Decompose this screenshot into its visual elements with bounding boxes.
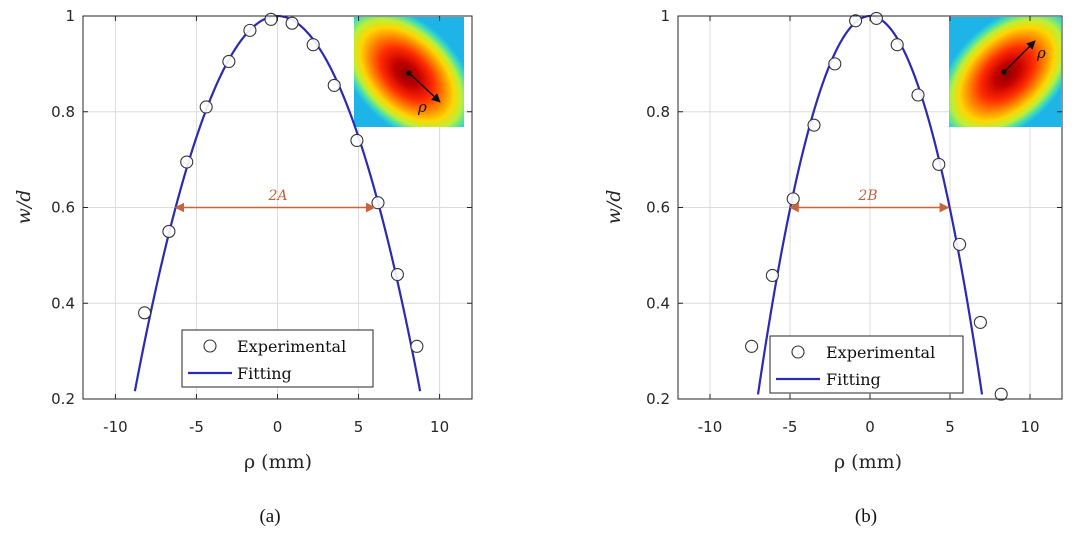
legend-b: Experimental Fitting (769, 335, 964, 394)
x-tick-label-0: -10 (103, 418, 128, 436)
ticks-a: -10 -5 0 5 10 0.2 0.4 0.6 0.8 1 (51, 7, 472, 436)
data-point-b-10 (953, 237, 967, 251)
data-point-a-8 (306, 38, 320, 52)
legend-box-b (769, 335, 964, 394)
data-point-b-12 (994, 387, 1008, 401)
inset-center-dot-b (1001, 69, 1007, 75)
x-tick-label-1: -5 (189, 418, 204, 436)
legend-marker-experimental-a (203, 339, 217, 353)
data-point-b-7 (890, 38, 904, 52)
data-point-b-2 (786, 192, 800, 206)
data-point-a-9 (327, 78, 341, 92)
x-axis-label-a: ρ (mm) (244, 451, 312, 473)
y-tick-label-3: 0.8 (646, 103, 670, 121)
y-axis-label-a: w/d (13, 190, 35, 225)
data-point-a-10 (350, 133, 364, 148)
experimental-points-a (138, 12, 424, 353)
panel-caption-a: (a) (259, 506, 280, 527)
y-tick-label-0: 0.2 (51, 390, 75, 408)
legend-label-experimental-b: Experimental (826, 343, 935, 362)
legend-a: Experimental Fitting (181, 329, 374, 388)
data-point-a-0 (138, 306, 152, 320)
data-point-a-2 (180, 155, 194, 169)
data-point-b-8 (911, 88, 925, 102)
x-tick-label-1: -5 (783, 418, 798, 436)
x-tick-label-4: 10 (430, 418, 449, 436)
legend-box-a (181, 329, 374, 388)
x-axis-label-b: ρ (mm) (834, 451, 902, 473)
y-tick-label-2: 0.6 (646, 199, 670, 217)
data-point-a-7 (285, 16, 299, 30)
y-axis-label-b: w/d (603, 190, 625, 225)
experimental-points-b (745, 11, 1008, 401)
data-point-a-5 (243, 23, 257, 37)
data-point-a-13 (410, 339, 424, 353)
y-tick-label-1: 0.4 (51, 294, 75, 312)
annotation-2a: 2A (174, 188, 376, 213)
data-point-b-6 (869, 11, 883, 25)
data-point-b-11 (973, 315, 987, 329)
y-tick-label-0: 0.2 (646, 390, 670, 408)
inset-label-b: ρ (1036, 44, 1046, 62)
data-point-b-4 (828, 57, 842, 71)
y-tick-label-1: 0.4 (646, 294, 670, 312)
annotation-label-b: 2B (857, 188, 877, 204)
x-tick-label-2: 0 (273, 418, 283, 436)
data-point-a-6 (264, 12, 278, 26)
x-tick-label-0: -10 (698, 418, 723, 436)
y-tick-label-4: 1 (660, 7, 670, 25)
panel-caption-b: (b) (855, 506, 877, 527)
data-point-b-3 (807, 118, 821, 132)
legend-label-experimental-a: Experimental (237, 337, 346, 356)
data-point-a-12 (390, 267, 404, 282)
data-point-b-1 (765, 268, 779, 283)
data-point-b-5 (849, 14, 863, 28)
legend-marker-experimental-b (791, 345, 805, 359)
inset-label-a: ρ (417, 98, 427, 116)
x-tick-label-4: 10 (1020, 418, 1039, 436)
x-tick-label-3: 5 (945, 418, 955, 436)
inset-heatmap-b: ρ (949, 17, 1061, 127)
data-point-a-3 (199, 100, 213, 114)
ticks-b: -10 -5 0 5 10 0.2 0.4 0.6 0.8 1 (646, 7, 1062, 436)
legend-label-fitting-a: Fitting (237, 364, 292, 383)
inset-center-dot-a (406, 70, 412, 76)
y-tick-label-3: 0.8 (51, 103, 75, 121)
y-tick-label-2: 0.6 (51, 199, 75, 217)
panel-b: ρ 2B -10 -5 0 5 10 0.2 0.4 0.6 0.8 1 Experimental… (603, 7, 1063, 527)
inset-heatmap-a: ρ (354, 17, 464, 127)
x-tick-label-2: 0 (865, 418, 875, 436)
data-point-a-1 (162, 224, 176, 238)
data-point-b-0 (745, 339, 759, 353)
annotation-label-a: 2A (267, 188, 287, 204)
inset-arrow-b (1003, 40, 1036, 73)
x-tick-label-3: 5 (354, 418, 364, 436)
annotation-2b: 2B (789, 188, 950, 213)
legend-label-fitting-b: Fitting (826, 370, 881, 389)
data-point-a-4 (222, 54, 236, 69)
data-point-b-9 (932, 157, 946, 171)
panel-a: ρ 2A -10 -5 0 5 10 0.2 0.4 0.6 0.8 1 Experimental… (13, 7, 473, 527)
y-tick-label-4: 1 (65, 7, 75, 25)
inset-arrow-a (408, 72, 441, 103)
